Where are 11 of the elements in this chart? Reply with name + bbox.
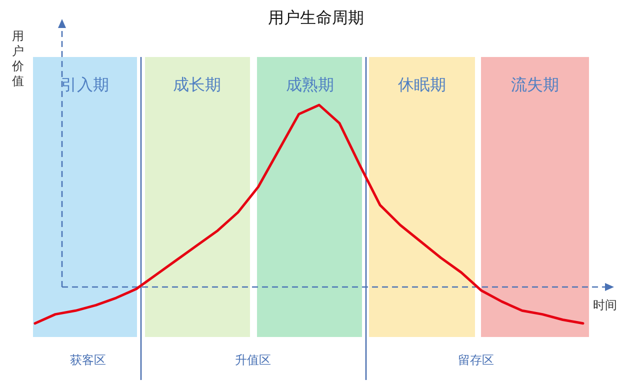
text: 休眠期 [398, 75, 446, 94]
text: 升值区 [235, 353, 271, 367]
text: 获客区 [70, 353, 106, 367]
text: 成熟期 [286, 75, 334, 94]
text: 留存区 [458, 353, 494, 367]
text: 流失期 [511, 75, 559, 94]
chart-title: 用户生命周期 [268, 8, 364, 27]
text: 成长期 [173, 75, 221, 94]
y-axis-title: 用户价值 [11, 29, 24, 88]
x-axis-title: 时间 [593, 298, 617, 312]
text: 引入期 [61, 75, 109, 94]
